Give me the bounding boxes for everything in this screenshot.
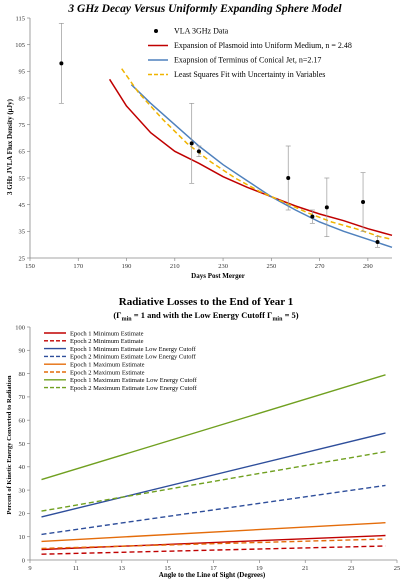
chart1-legend-label-data: VLA 3GHz Data (174, 27, 229, 36)
chart1-series-line-1 (108, 78, 393, 237)
chart2-x-tick-label: 19 (256, 565, 263, 572)
chart1-y-tick-label: 95 (19, 69, 26, 76)
chart1-y-tick-label: 75 (19, 122, 26, 129)
chart2-legend-label-2: Epoch 2 Minimum Estimate (70, 338, 144, 345)
chart2-series-line-3 (41, 432, 386, 518)
chart2-y-tick-label: 90 (19, 348, 26, 355)
chart1-data-point (375, 240, 380, 244)
chart1-y-tick-label: 85 (19, 95, 26, 102)
chart2-y-tick-label: 40 (19, 464, 26, 471)
chart2-y-tick-label: 60 (19, 418, 26, 425)
chart1-y-tick-label: 65 (19, 149, 26, 156)
chart2-y-tick-label: 0 (22, 557, 25, 564)
chart2-subtitle: (Γmin = 1 and with the Low Energy Cutoff… (113, 310, 298, 323)
chart2-x-tick-label: 17 (210, 565, 217, 572)
chart1-legend-label-3: Least Squares Fit with Uncertainty in Va… (174, 70, 325, 79)
chart1-x-tick-label: 170 (73, 263, 83, 270)
chart2-x-tick-label: 11 (73, 565, 79, 572)
chart1-y-tick-label: 35 (19, 229, 26, 236)
chart2-series-line-2 (41, 545, 386, 555)
chart1-x-tick-label: 270 (315, 263, 325, 270)
chart2-y-tick-label: 50 (19, 441, 26, 448)
chart2-subtitle-sub-1: min (122, 317, 133, 323)
chart2-subtitle-part-c: = 1 and with the Low Energy Cutoff Γ (132, 310, 273, 320)
chart1-y-tick-label: 55 (19, 175, 26, 182)
chart1-data-point (361, 200, 366, 204)
chart1-legend-label-2: Exapnsion of Terminus of Conical Jet, n=… (174, 56, 321, 65)
chart2-ylabel: Percent of Kinetic Energy Converted to R… (6, 375, 13, 514)
chart1-data-point (286, 176, 291, 180)
chart1-xlabel: Days Post Merger (191, 272, 245, 280)
chart2-legend-label-1: Epoch 1 Minimum Estimate (70, 330, 144, 337)
chart1-data-point (324, 205, 329, 210)
chart1-series-line-2 (130, 84, 393, 249)
chart2-legend-label-8: Epoch 2 Maximum Estimate Low Energy Cuto… (70, 385, 198, 392)
chart2-series-line-7 (41, 374, 386, 481)
chart2-legend-label-3: Epoch 1 Minimum Estimate Low Energy Cuto… (70, 346, 197, 353)
chart1-legend-marker-data (154, 29, 158, 33)
chart2-y-tick-label: 70 (19, 394, 26, 401)
chart1-series-line-3 (121, 68, 393, 241)
chart2-subtitle-part-e: = 5) (282, 310, 298, 320)
chart1-y-tick-label: 25 (19, 255, 26, 262)
chart-radiative-losses: Radiative Losses to the End of Year 1 (Γ… (6, 296, 400, 579)
chart2-y-tick-label: 80 (19, 371, 26, 378)
chart1-x-tick-label: 190 (122, 263, 132, 270)
chart1-title: 3 GHz Decay Versus Uniformly Expanding S… (67, 3, 342, 15)
chart2-x-tick-label: 23 (348, 565, 355, 572)
chart1-x-tick-label: 250 (266, 263, 276, 270)
chart1-legend-label-1: Expansion of Plasmoid into Uniform Mediu… (174, 41, 352, 50)
chart2-series-line-5 (41, 522, 386, 543)
chart1-data-point (310, 214, 315, 219)
chart1-ylabel: 3 GHz JVLA Flux Density (μJy) (6, 98, 14, 195)
chart2-subtitle-part-a: (Γ (113, 310, 121, 320)
chart1-y-tick-label: 105 (15, 42, 25, 49)
chart2-legend-label-4: Epoch 2 Minimum Estimate Low Energy Cuto… (70, 354, 197, 361)
chart1-x-tick-label: 150 (25, 263, 35, 270)
chart2-series-line-6 (41, 538, 386, 550)
chart2-series-line-4 (41, 484, 386, 536)
chart1-x-tick-label: 210 (170, 263, 180, 270)
chart2-x-tick-label: 15 (164, 565, 171, 572)
chart1-x-tick-label: 290 (363, 263, 373, 270)
chart2-x-tick-label: 25 (394, 565, 400, 572)
chart2-title: Radiative Losses to the End of Year 1 (119, 296, 293, 308)
chart2-y-tick-label: 100 (15, 324, 25, 331)
chart2-subtitle-sub-2: min (272, 317, 283, 323)
chart1-y-tick-label: 115 (15, 15, 25, 22)
chart2-legend-label-6: Epoch 2 Maximum Estimate (70, 369, 145, 376)
chart2-series-line-8 (41, 451, 386, 512)
chart1-x-tick-label: 230 (218, 263, 228, 270)
chart2-y-tick-label: 30 (19, 487, 26, 494)
chart2-x-tick-label: 9 (28, 565, 31, 572)
chart2-legend-label-7: Epoch 1 Maximum Estimate Low Energy Cuto… (70, 377, 198, 384)
chart1-data-point (189, 141, 194, 146)
chart1-data-point (196, 149, 201, 154)
chart2-x-tick-label: 13 (119, 565, 126, 572)
chart1-y-tick-label: 45 (19, 202, 26, 209)
chart2-y-tick-label: 10 (19, 534, 26, 541)
chart2-x-tick-label: 21 (302, 565, 309, 572)
chart1-data-point (59, 61, 64, 66)
chart2-xlabel: Angle to the Line of Sight (Degrees) (159, 571, 266, 579)
chart2-y-tick-label: 20 (19, 511, 26, 518)
chart-decay: 3 GHz Decay Versus Uniformly Expanding S… (6, 3, 393, 280)
chart2-legend-label-5: Epoch 1 Maximum Estimate (70, 362, 145, 369)
